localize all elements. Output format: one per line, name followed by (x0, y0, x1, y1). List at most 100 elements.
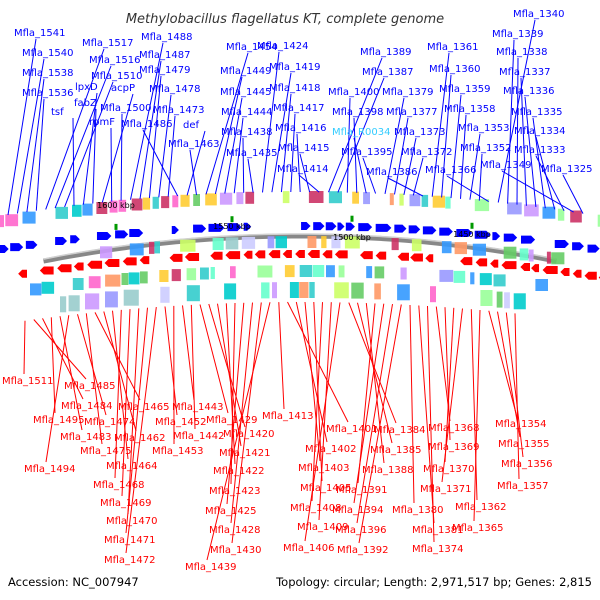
reverse-gene-label: Mfla_1428 (209, 525, 261, 536)
forward-gene-arrow (171, 226, 179, 235)
forward-gene-leader (139, 60, 162, 199)
forward-gene-arrow (208, 223, 225, 232)
forward-cog-block (129, 243, 144, 256)
reverse-gene-label: Mfla_1357 (497, 481, 549, 492)
reverse-cog-block (326, 265, 335, 278)
forward-cog-block (546, 251, 551, 264)
reverse-gene-leader (356, 304, 393, 524)
forward-gene-label: Mfla_1454 (226, 42, 278, 53)
forward-gene-label: lpxD (75, 82, 98, 93)
reverse-cog-block (480, 290, 493, 306)
forward-gene-arrow (325, 222, 337, 231)
forward-cog-block (307, 236, 317, 248)
forward-cog-block (551, 252, 565, 265)
reverse-gene-arrow (39, 266, 54, 275)
reverse-gene-label: Mfla_1474 (84, 417, 136, 428)
reverse-gene-arrow (542, 266, 558, 275)
forward-gene-leader (362, 157, 377, 194)
forward-cog-block (96, 202, 108, 214)
ruler-label-1450: 1450 kbp (453, 230, 491, 239)
forward-gene-label: Mfla_1398 (332, 107, 384, 118)
reverse-cog-block (513, 293, 526, 310)
reverse-gene-label: Mfla_1392 (337, 545, 389, 556)
forward-cog-block (363, 192, 370, 205)
forward-cog-block (152, 196, 159, 209)
reverse-gene-leader (199, 304, 229, 414)
backbone (43, 233, 557, 264)
forward-gene-label: Mfla_1418 (269, 83, 321, 94)
reverse-gene-leader (357, 302, 393, 444)
reverse-gene-arrow (307, 250, 320, 259)
reverse-gene-label: Mfla_1421 (219, 448, 271, 459)
forward-gene-leader (441, 74, 452, 198)
forward-gene-leader (16, 58, 45, 214)
reverse-cog-block (186, 285, 200, 302)
forward-gene-label: Mfla_1353 (458, 123, 510, 134)
reverse-gene-label: Mfla_1483 (60, 432, 112, 443)
forward-gene-leader (478, 153, 483, 201)
reverse-cog-block (88, 276, 101, 289)
reverse-cog-block (60, 296, 67, 313)
forward-gene-arrow (55, 236, 68, 245)
forward-cog-block (503, 246, 517, 259)
forward-cog-block (131, 198, 143, 211)
forward-gene-leader (562, 174, 584, 214)
reverse-gene-leader (427, 305, 435, 543)
forward-cog-block (236, 192, 244, 205)
backbone-highlight (43, 233, 557, 260)
ruler-tick (350, 215, 354, 222)
reverse-gene-leader (125, 307, 157, 554)
forward-gene-label: rpmF (89, 117, 115, 128)
position-ruler: 1600 kbp 1550 kbp 1500 kbp 1450 kbp (97, 201, 491, 242)
ruler-label-1550: 1550 kbp (213, 222, 251, 231)
reverse-gene-label: Mfla_1391 (336, 485, 388, 496)
forward-gene-leader (120, 113, 123, 201)
reverse-cog-block (535, 279, 548, 291)
reverse-cog-block (41, 281, 55, 294)
reverse-gene-label: Mfla_1380 (392, 505, 444, 516)
reverse-gene-leader (164, 306, 178, 416)
reverse-gene-label: Mfla_1475 (80, 446, 132, 457)
reverse-gene-label: Mfla_1452 (155, 417, 207, 428)
reverse-cog-block (160, 286, 170, 303)
forward-gene-leader (26, 78, 45, 213)
forward-cog-block (212, 238, 224, 250)
forward-gene-leader (469, 133, 481, 200)
forward-gene-leader (110, 127, 113, 202)
forward-gene-leader (101, 93, 134, 203)
reverse-gene-leader (112, 310, 129, 460)
reverse-gene-arrow (397, 252, 409, 261)
forward-gene-label: Mfla_1435 (226, 148, 278, 159)
forward-cog-block (441, 241, 452, 254)
forward-gene-leader (520, 77, 527, 206)
reverse-gene-label: Mfla_1471 (104, 535, 156, 546)
forward-gene-arrow (301, 222, 311, 231)
forward-cog-block (275, 236, 287, 249)
reverse-feature-track (18, 250, 600, 313)
forward-feature-track (0, 191, 600, 265)
reverse-gene-label: Mfla_1365 (452, 523, 504, 534)
forward-gene-leader (142, 129, 179, 197)
reverse-cog-block (224, 283, 237, 300)
forward-gene-label: Mfla_1325 (541, 164, 593, 175)
reverse-gene-label: Mfla_1485 (64, 381, 116, 392)
forward-gene-arrow (492, 232, 501, 241)
reverse-cog-block (123, 289, 139, 306)
forward-cog-block (597, 214, 600, 227)
reverse-cog-block (272, 282, 277, 299)
forward-gene-leader (45, 48, 105, 210)
forward-gene-arrow (129, 229, 144, 238)
forward-cog-block (100, 246, 113, 259)
forward-cog-block (399, 193, 404, 206)
forward-cog-block (524, 204, 539, 217)
reverse-gene-label: Mfla_1472 (104, 555, 156, 566)
forward-gene-leader (394, 117, 409, 195)
forward-gene-leader (450, 94, 462, 199)
forward-gene-label: Mfla_1337 (499, 67, 551, 78)
forward-gene-leader (92, 108, 97, 204)
reverse-gene-arrow (295, 250, 305, 258)
forward-gene-arrow (243, 222, 252, 231)
forward-cog-block (5, 214, 19, 227)
reverse-gene-leader (311, 302, 323, 502)
reverse-gene-label: Mfla_1430 (210, 545, 262, 556)
